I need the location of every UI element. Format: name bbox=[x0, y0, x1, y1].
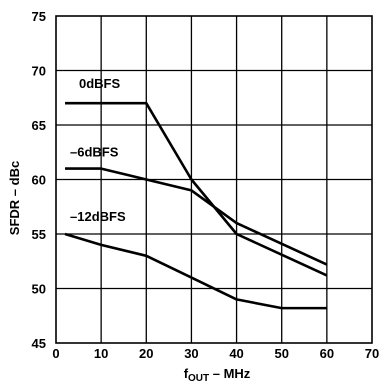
series-line-12dbfs bbox=[64, 232, 327, 310]
series-line-0dbfs bbox=[65, 101, 328, 277]
x-tick-label: 10 bbox=[94, 346, 108, 361]
series-label-12dbfs: –12dBFS bbox=[70, 209, 126, 224]
y-tick-label: 70 bbox=[32, 64, 46, 79]
series-layer bbox=[64, 101, 328, 310]
x-tick-label: 60 bbox=[320, 346, 334, 361]
y-tick-label: 65 bbox=[32, 118, 46, 133]
series-label-0dbfs: 0dBFS bbox=[79, 76, 121, 91]
y-tick-label: 60 bbox=[32, 173, 46, 188]
y-tick-label: 55 bbox=[32, 227, 46, 242]
x-tick-label: 40 bbox=[229, 346, 243, 361]
x-tick-labels: 0 10 20 30 40 50 60 70 bbox=[52, 346, 379, 361]
y-tick-label: 45 bbox=[32, 336, 46, 351]
x-tick-label: 0 bbox=[52, 346, 59, 361]
x-tick-label: 70 bbox=[365, 346, 379, 361]
x-axis-title-base: f bbox=[184, 366, 189, 381]
y-tick-labels: 45 50 55 60 65 70 75 bbox=[32, 9, 46, 351]
y-tick-label: 50 bbox=[32, 282, 46, 297]
plot-frame bbox=[55, 15, 373, 344]
x-tick-label: 20 bbox=[139, 346, 153, 361]
series-label-6dbfs: –6dBFS bbox=[70, 145, 119, 160]
x-tick-label: 50 bbox=[274, 346, 288, 361]
series-line-6dbfs bbox=[65, 167, 328, 266]
grid-layer bbox=[56, 16, 372, 343]
x-axis-title-sub: OUT bbox=[188, 373, 209, 384]
series-labels: 0dBFS –6dBFS –12dBFS bbox=[70, 76, 126, 224]
x-axis-title-rest: – MHz bbox=[209, 366, 251, 381]
y-tick-label: 75 bbox=[32, 9, 46, 24]
x-tick-label: 30 bbox=[184, 346, 198, 361]
x-axis-title: fOUT – MHz bbox=[184, 366, 251, 384]
y-axis-title: SFDR – dBc bbox=[7, 161, 22, 235]
